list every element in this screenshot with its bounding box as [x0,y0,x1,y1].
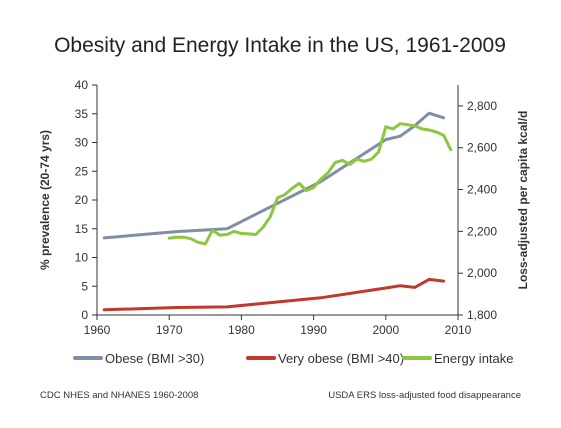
series-line-2 [102,277,446,312]
x-tick-label: 1960 [84,323,111,337]
x-tick-label: 1970 [156,323,183,337]
source-note-left: CDC NHES and NHANES 1960-2008 [40,390,198,401]
chart-title: Obesity and Energy Intake in the US, 196… [54,34,506,57]
x-tick-label: 2000 [372,323,399,337]
y-left-tick-label: 15 [75,222,89,236]
x-tick-label: 1980 [228,323,255,337]
y-left-tick-label: 20 [75,193,89,207]
y-left-tick-label: 5 [81,279,88,293]
y-right-tick-label: 2,200 [467,224,497,238]
series-line-3 [167,122,453,246]
y-left-tick-label: 25 [75,164,89,178]
y-left-tick-label: 35 [75,107,89,121]
x-tick-label: 1990 [300,323,327,337]
y-left-tick-label: 40 [75,78,89,92]
legend-label-1: Obese (BMI >30) [105,351,204,366]
legend-label-3: Energy intake [434,351,514,366]
x-tick-label: 2010 [445,323,472,337]
axes: 1960 1970 1980 1990 2000 2010 0 5 10 15 20 25 30 35 40… [75,78,498,337]
series-line-1 [102,111,446,240]
y-right-tick-label: 2,400 [467,183,497,197]
y-right-tick-label: 2,800 [467,99,497,113]
y-right-tick-label: 2,000 [467,266,497,280]
source-note-right: USDA ERS loss-adjusted food disappearanc… [328,390,521,401]
y-left-tick-label: 10 [75,251,89,265]
y-left-tick-label: 0 [81,308,88,322]
y-axis-left-title: % prevalence (20-74 yrs) [38,130,52,270]
legend-label-2: Very obese (BMI >40) [278,351,404,366]
legend: Obese (BMI >30) Very obese (BMI >40) Energ… [73,351,514,366]
y-right-tick-label: 1,800 [467,308,497,322]
series-lines [102,111,453,312]
y-left-tick-label: 30 [75,136,89,150]
y-axis-right-title: Loss-adjusted per capita kcal/d [516,111,530,290]
y-right-tick-label: 2,600 [467,141,497,155]
